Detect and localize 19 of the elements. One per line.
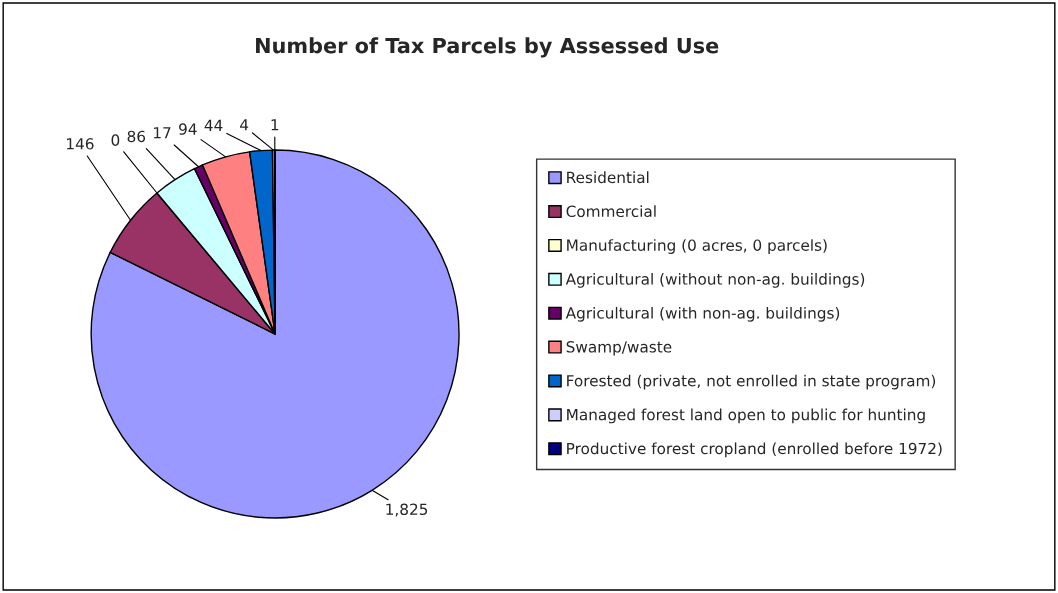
legend-label: Manufacturing (0 acres, 0 parcels) (567, 239, 827, 254)
data-label: 1,825 (386, 503, 428, 517)
data-label: 44 (204, 119, 223, 131)
data-label: 146 (67, 138, 94, 150)
chart-title: Number of Tax Parcels by Assessed Use (256, 37, 719, 58)
legend-label: Managed forest land open to public for hunting (567, 408, 925, 424)
legend-label: Forested (private, not enrolled in state program) (567, 374, 936, 390)
text: 0 (111, 134, 120, 146)
data-label: 94 (179, 123, 197, 135)
legend-label: Agricultural (with non-ag. buildings) (565, 306, 840, 322)
legend-label: Commercial (566, 205, 656, 218)
data-label: 4 (240, 119, 249, 131)
data-label: 86 (127, 130, 146, 143)
data-label: 1 (271, 119, 279, 131)
legend-label: Residential (567, 171, 649, 184)
legend-label: Swamp/waste (566, 341, 672, 356)
data-label: 17 (154, 127, 171, 139)
legend-label: Agricultural (without non-ag. buildings) (565, 273, 865, 288)
legend-label: Productive forest cropland (enrolled before 1972) (567, 442, 942, 458)
